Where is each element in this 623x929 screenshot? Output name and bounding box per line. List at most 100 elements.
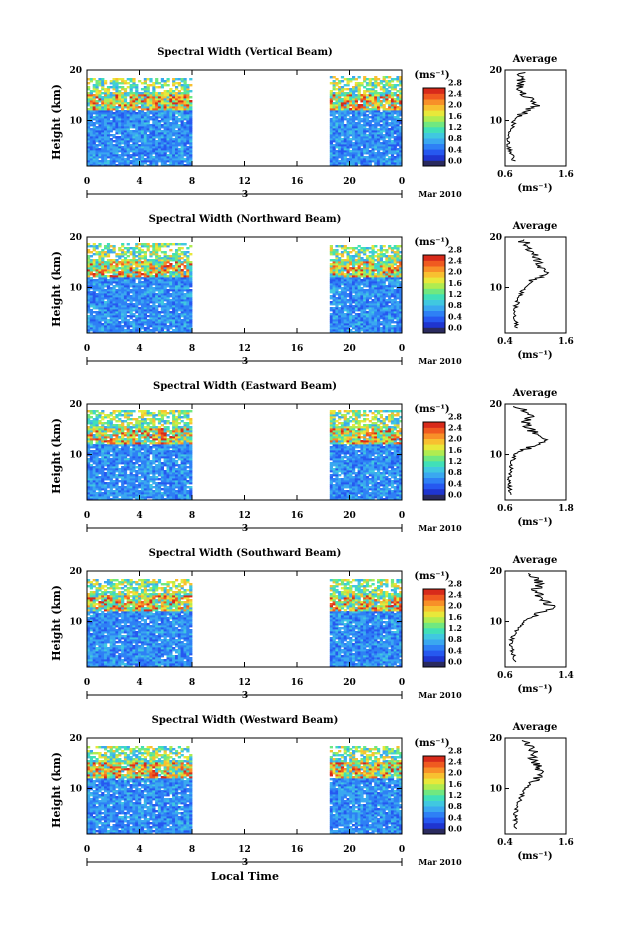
heatmap-cell bbox=[92, 275, 96, 278]
heatmap-cell bbox=[106, 299, 111, 302]
heatmap-cell bbox=[109, 277, 113, 280]
heatmap-cell bbox=[385, 279, 389, 282]
heatmap-cell bbox=[118, 317, 122, 320]
heatmap-cell bbox=[340, 132, 345, 135]
heatmap-cell bbox=[106, 150, 111, 153]
heatmap-cell bbox=[385, 152, 389, 155]
heatmap-cell bbox=[352, 78, 356, 81]
heatmap-cell bbox=[138, 257, 142, 260]
heatmap-cell bbox=[115, 331, 119, 334]
heatmap-cell bbox=[95, 102, 99, 105]
heatmap-cell bbox=[357, 303, 361, 306]
heatmap-cell bbox=[157, 323, 162, 326]
heatmap-cell bbox=[357, 253, 361, 256]
heatmap-cell bbox=[343, 108, 347, 111]
heatmap-cell bbox=[352, 156, 356, 159]
heatmap-cell bbox=[132, 94, 136, 97]
heatmap-cell bbox=[335, 329, 339, 332]
heatmap-cell bbox=[152, 100, 156, 103]
heatmap-cell bbox=[399, 104, 403, 107]
heatmap-cell bbox=[115, 265, 119, 268]
heatmap-cell bbox=[349, 158, 353, 161]
heatmap-cell bbox=[329, 142, 333, 145]
heatmap-cell bbox=[163, 267, 167, 270]
heatmap-cell bbox=[357, 150, 361, 153]
heatmap-cell bbox=[135, 293, 139, 296]
heatmap-cell bbox=[385, 271, 389, 274]
heatmap-cell bbox=[157, 285, 162, 288]
heatmap-cell bbox=[101, 160, 105, 163]
heatmap-cell bbox=[112, 140, 116, 143]
heatmap-cell bbox=[338, 92, 342, 95]
heatmap-cell bbox=[363, 134, 367, 137]
heatmap-cell bbox=[379, 253, 383, 256]
heatmap-cell bbox=[177, 130, 181, 133]
heatmap-cell bbox=[388, 110, 392, 113]
heatmap-cell bbox=[186, 273, 190, 276]
heatmap-cell bbox=[112, 311, 116, 314]
heatmap-cell bbox=[121, 88, 125, 91]
heatmap-cell bbox=[338, 327, 342, 330]
heatmap-cell bbox=[115, 94, 119, 97]
heatmap-cell bbox=[87, 283, 91, 286]
heatmap-cell bbox=[129, 148, 133, 151]
heatmap-cell bbox=[121, 126, 125, 129]
heatmap-cell bbox=[169, 299, 173, 302]
heatmap-cell bbox=[365, 156, 370, 159]
heatmap-cell bbox=[349, 100, 353, 103]
heatmap-cell bbox=[160, 100, 164, 103]
heatmap-cell bbox=[149, 84, 153, 87]
heatmap-cell bbox=[338, 90, 342, 93]
heatmap-cell bbox=[146, 140, 150, 143]
heatmap-cell bbox=[135, 277, 139, 280]
heatmap-cell bbox=[109, 295, 113, 298]
heatmap-cell bbox=[393, 247, 397, 250]
heatmap-cell bbox=[163, 160, 167, 163]
heatmap-cell bbox=[349, 164, 353, 167]
heatmap-cell bbox=[155, 160, 159, 163]
heatmap-cell bbox=[95, 303, 99, 306]
heatmap-cell bbox=[155, 247, 159, 250]
heatmap-cell bbox=[95, 317, 99, 320]
heatmap-cell bbox=[388, 142, 392, 145]
heatmap-cell bbox=[183, 295, 187, 298]
heatmap-cell bbox=[118, 82, 122, 85]
heatmap-cell bbox=[189, 289, 193, 292]
heatmap-cell bbox=[340, 116, 345, 119]
heatmap-cell bbox=[363, 277, 367, 280]
heatmap-cell bbox=[382, 299, 386, 302]
heatmap-cell bbox=[377, 295, 381, 298]
heatmap-cell bbox=[146, 263, 150, 266]
heatmap-cell bbox=[146, 307, 150, 310]
heatmap-cell bbox=[126, 158, 130, 161]
heatmap-cell bbox=[118, 126, 122, 129]
heatmap-cell bbox=[126, 162, 130, 165]
heatmap-cell bbox=[385, 122, 389, 125]
heatmap-cell bbox=[163, 96, 167, 99]
heatmap-cell bbox=[349, 269, 353, 272]
heatmap-cell bbox=[393, 132, 397, 135]
heatmap-cell bbox=[106, 130, 111, 133]
heatmap-cell bbox=[374, 259, 378, 262]
heatmap-cell bbox=[92, 146, 96, 149]
heatmap-cell bbox=[360, 112, 364, 115]
heatmap-cell bbox=[121, 118, 125, 121]
heatmap-cell bbox=[349, 301, 353, 304]
heatmap-cell bbox=[180, 295, 184, 298]
heatmap-cell bbox=[354, 293, 358, 296]
heatmap-cell bbox=[189, 114, 193, 117]
heatmap-cell bbox=[180, 285, 184, 288]
heatmap-cell bbox=[357, 295, 361, 298]
heatmap-cell bbox=[115, 293, 119, 296]
heatmap-cell bbox=[118, 279, 122, 282]
heatmap-cell bbox=[160, 144, 164, 147]
heatmap-cell bbox=[172, 273, 176, 276]
heatmap-cell bbox=[377, 140, 381, 143]
heatmap-cell bbox=[399, 128, 403, 131]
heatmap-cell bbox=[115, 285, 119, 288]
heatmap-cell bbox=[365, 78, 370, 81]
heatmap-cell bbox=[126, 128, 130, 131]
heatmap-cell bbox=[112, 285, 116, 288]
heatmap-cell bbox=[329, 124, 333, 127]
heatmap-cell bbox=[379, 303, 383, 306]
